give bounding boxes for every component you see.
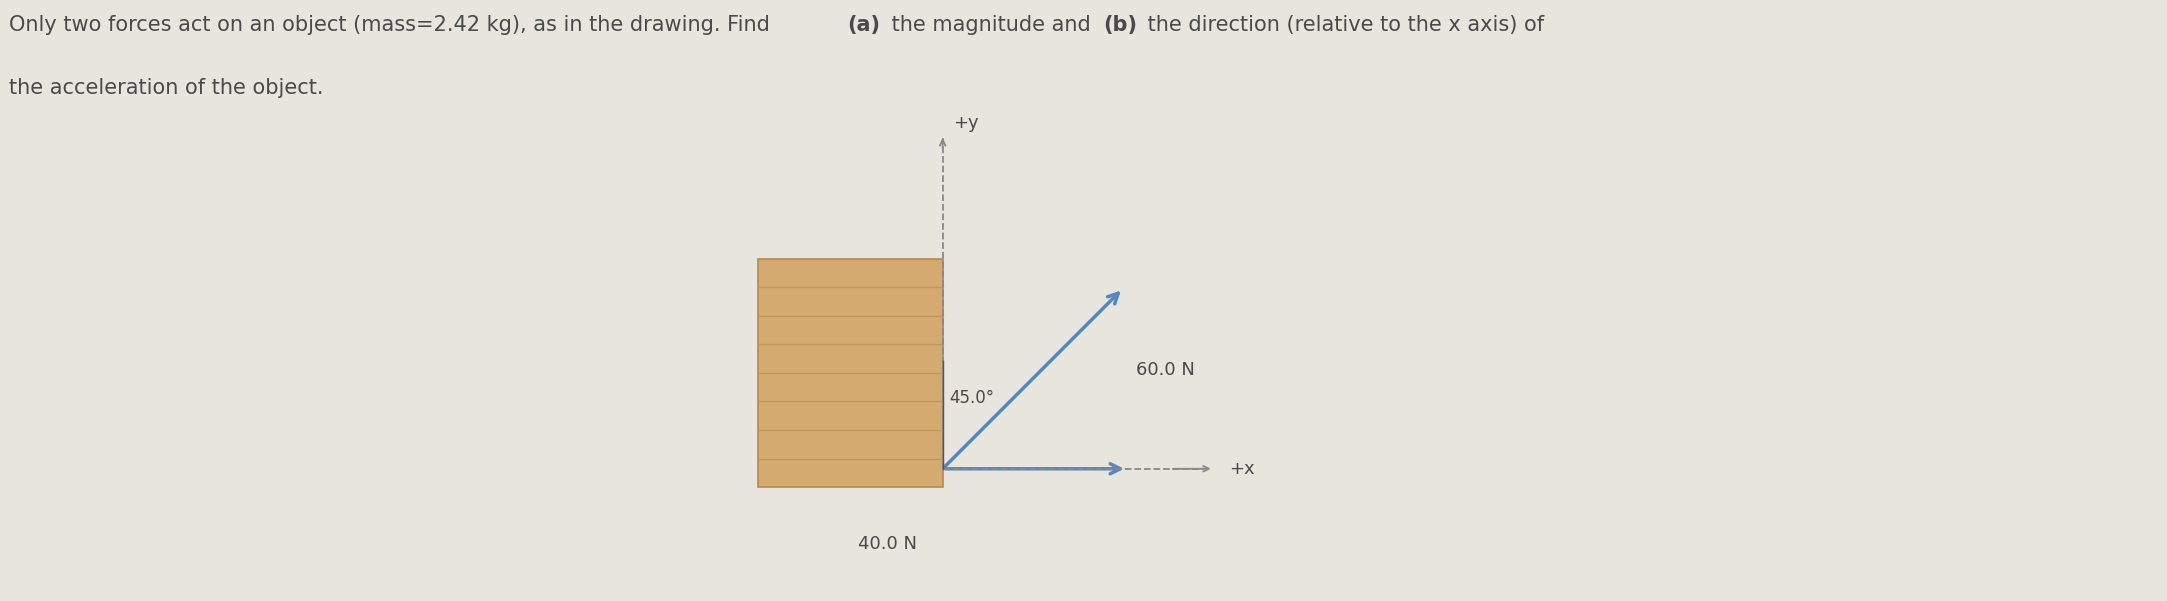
Text: the magnitude and: the magnitude and <box>884 15 1097 35</box>
Text: 40.0 N: 40.0 N <box>858 535 917 553</box>
Text: +x: +x <box>1229 460 1255 478</box>
Text: the direction (relative to the x axis) of: the direction (relative to the x axis) o… <box>1140 15 1543 35</box>
Text: +y: +y <box>953 114 979 132</box>
Text: 60.0 N: 60.0 N <box>1136 361 1194 379</box>
Text: Only two forces act on an object (mass=2.42 kg), as in the drawing. Find: Only two forces act on an object (mass=2… <box>9 15 776 35</box>
Text: the acceleration of the object.: the acceleration of the object. <box>9 78 323 98</box>
Text: (a): (a) <box>847 15 880 35</box>
Text: (b): (b) <box>1103 15 1138 35</box>
Text: 45.0°: 45.0° <box>949 389 995 407</box>
